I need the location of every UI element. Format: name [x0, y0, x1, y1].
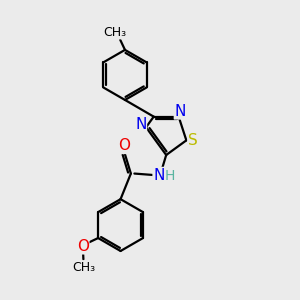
Text: S: S	[188, 133, 198, 148]
Text: N: N	[153, 167, 164, 182]
Text: O: O	[118, 138, 130, 153]
Text: H: H	[165, 169, 175, 183]
Text: N: N	[174, 104, 186, 119]
Text: O: O	[77, 239, 89, 254]
Text: CH₃: CH₃	[103, 26, 126, 39]
Text: N: N	[135, 117, 146, 132]
Text: CH₃: CH₃	[72, 261, 95, 274]
